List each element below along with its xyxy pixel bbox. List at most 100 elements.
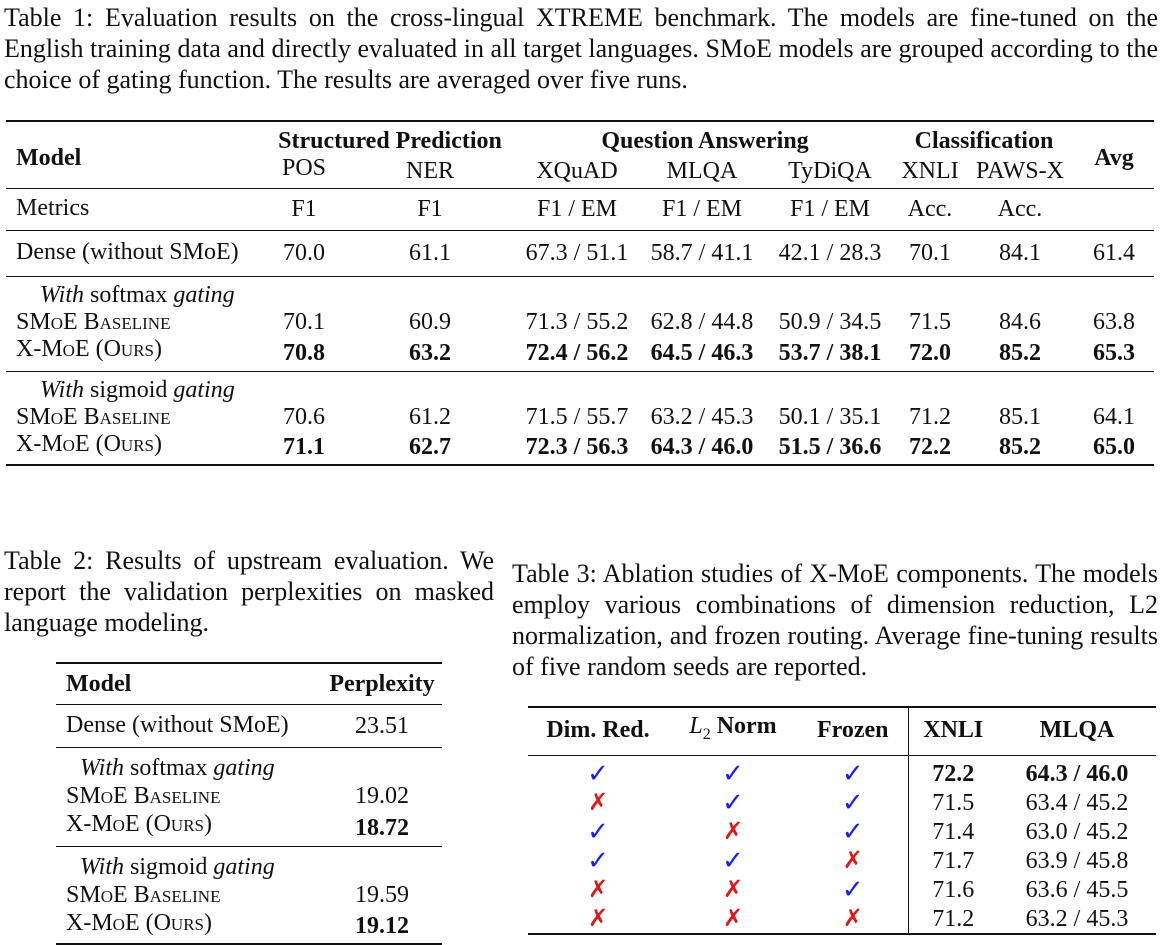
table1-cell: 70.6 (283, 404, 325, 430)
table1-cell: 50.1 / 35.1 (778, 404, 882, 430)
table3-flag-cell: ✗ (528, 876, 668, 905)
table3-flag-cell: ✓ (798, 787, 908, 818)
table1-group-header: Structured Prediction (278, 128, 502, 154)
table1-group-label: With softmax gating (6, 276, 1154, 309)
table1-metric: F1 / EM (516, 188, 638, 231)
table1-metrics-row: Metrics F1 F1 F1 / EM F1 / EM F1 / EM Ac… (6, 188, 1154, 231)
table1-model-name: Dense (without SMoE) (6, 230, 264, 277)
table2-model-name: SMoE Baseline (66, 783, 221, 809)
table1-cell: 84.6 (999, 309, 1041, 335)
table3-flag-cell: ✓ (528, 816, 668, 847)
table1-caption: Table 1: Evaluation results on the cross… (4, 3, 1158, 94)
table3-xnli-cell: 71.2 (907, 904, 998, 934)
table3-row: ✗ ✗ ✓ 71.6 63.6 / 45.5 (528, 874, 1156, 905)
table3-mlqa-header: MLQA (1039, 717, 1115, 744)
check-icon: ✓ (722, 787, 744, 817)
table3-flag-cell: ✓ (798, 754, 908, 789)
table3-flag-cell: ✗ (528, 905, 668, 934)
table2-cell: 19.12 (355, 913, 409, 939)
table1-cell: 61.4 (1074, 230, 1154, 277)
table3-row: ✗ ✗ ✗ 71.2 63.2 / 45.3 (528, 904, 1156, 934)
table3-flag-cell: ✓ (528, 754, 668, 789)
table3-flag-cell: ✓ (668, 787, 798, 818)
table1-metric: Acc. (894, 188, 966, 231)
table1-col-header: MLQA (666, 158, 738, 184)
cross-icon: ✗ (587, 877, 609, 904)
table3-flag-cell: ✓ (668, 754, 798, 789)
table1-cell: 65.3 (1093, 340, 1135, 366)
table2-perplexity-header: Perplexity (329, 671, 435, 697)
table3-mlqa-cell: 63.9 / 45.8 (1025, 848, 1129, 875)
table1-cell: 62.7 (409, 434, 451, 460)
table1-cell: 84.1 (966, 230, 1074, 277)
table2-cell: 19.02 (355, 783, 409, 809)
cross-icon: ✗ (722, 877, 744, 904)
table2-model-name: Dense (without SMoE) (56, 704, 322, 748)
table2-caption: Table 2: Results of upstream evaluation.… (4, 546, 494, 637)
table1-cell: 64.5 / 46.3 (650, 340, 754, 366)
table2-group-label-sigmoid: With sigmoid gating (56, 846, 442, 881)
table1-metric: F1 / EM (766, 188, 894, 231)
table1-cell: 50.9 / 34.5 (778, 309, 882, 335)
table1-cell: 85.1 (999, 404, 1041, 430)
table1-metrics-label: Metrics (6, 188, 264, 231)
table1-cell: 61.1 (344, 230, 516, 277)
table2-row-sigmoid-baseline: SMoE Baseline 19.59 (56, 881, 442, 909)
table1-cell: 53.7 / 38.1 (778, 340, 882, 366)
cross-icon: ✗ (722, 905, 744, 932)
table3-mlqa-cell: 63.0 / 45.2 (1025, 819, 1129, 846)
table1-model-name: X-MoE (Ours) (16, 336, 162, 362)
check-icon: ✓ (722, 758, 744, 788)
table1-model-name: SMoE Baseline (16, 309, 171, 335)
table1-cell: 71.3 / 55.2 (525, 309, 629, 335)
table2-group-label: With sigmoid gating (56, 846, 442, 881)
table1-cell: 70.8 (283, 340, 325, 366)
table1-metric: F1 (344, 188, 516, 231)
table1-col-header: XNLI (901, 158, 959, 184)
table2-row-softmax-baseline: SMoE Baseline 19.02 (56, 782, 442, 810)
cross-icon: ✗ (587, 790, 609, 817)
table2-row-sigmoid-xmoe: X-MoE (Ours) 19.12 (56, 909, 442, 944)
table2-model-name: SMoE Baseline (66, 882, 221, 908)
table3-l2-norm-header: L2 Norm (689, 713, 777, 743)
table2-row-softmax-xmoe: X-MoE (Ours) 18.72 (56, 810, 442, 847)
table3-xnli-cell: 71.5 (907, 788, 998, 818)
table3-flag-cell: ✗ (668, 905, 798, 934)
table3-xnli-header: XNLI (907, 707, 998, 756)
table3: Dim. Red. L2 Norm Frozen XNLI MLQA ✓ ✓ ✓ 72… (528, 706, 1156, 935)
table1-cell: 70.1 (894, 230, 966, 277)
table1-group-header: Question Answering (601, 128, 809, 154)
table2-group-label-softmax: With softmax gating (56, 747, 442, 782)
table3-row: ✓ ✓ ✓ 72.2 64.3 / 46.0 (528, 754, 1156, 789)
table2-cell: 19.59 (355, 882, 409, 908)
table3-flag-cell: ✗ (798, 847, 908, 876)
table1-col-header: TyDiQA (788, 158, 872, 184)
table1-col-header: POS (281, 155, 327, 181)
table2: Model Perplexity Dense (without SMoE) 23… (56, 662, 442, 945)
table2-header-row: Model Perplexity (56, 663, 442, 705)
table3-flag-cell: ✓ (528, 846, 668, 876)
table1-cell: 58.7 / 41.1 (638, 230, 766, 277)
table3-xnli-cell: 72.2 (907, 754, 998, 789)
table2-model-name: X-MoE (Ours) (66, 910, 212, 936)
table3-flag-cell: ✓ (798, 817, 908, 847)
check-icon: ✓ (841, 874, 864, 904)
table3-header-row: Dim. Red. L2 Norm Frozen XNLI MLQA (528, 707, 1156, 756)
table1-col-header: NER (406, 158, 454, 184)
table3-xnli-cell: 71.7 (907, 846, 998, 876)
table1-cell: 72.2 (909, 434, 951, 460)
table1-cell: 42.1 / 28.3 (766, 230, 894, 277)
check-icon: ✓ (587, 816, 609, 846)
check-icon: ✓ (841, 787, 864, 817)
table1-group-label-softmax: With softmax gating (6, 276, 1154, 309)
table1-row-softmax-xmoe: X-MoE (Ours) 70.8 63.2 72.4 / 56.2 64.5 … (6, 336, 1154, 372)
table1-cell: 70.0 (264, 230, 344, 277)
table1-group-label: With sigmoid gating (6, 371, 1154, 404)
table3-flag-cell: ✓ (798, 874, 908, 905)
table1-avg-header: Avg (1094, 144, 1134, 171)
table3-mlqa-cell: 64.3 / 46.0 (998, 754, 1156, 789)
table1-cell: 71.5 / 55.7 (525, 404, 629, 430)
table2-group-label: With softmax gating (56, 747, 442, 782)
table3-xnli-cell: 71.6 (907, 875, 998, 905)
table1-row-sigmoid-baseline: SMoE Baseline 70.6 61.2 71.5 / 55.7 63.2… (6, 404, 1154, 431)
